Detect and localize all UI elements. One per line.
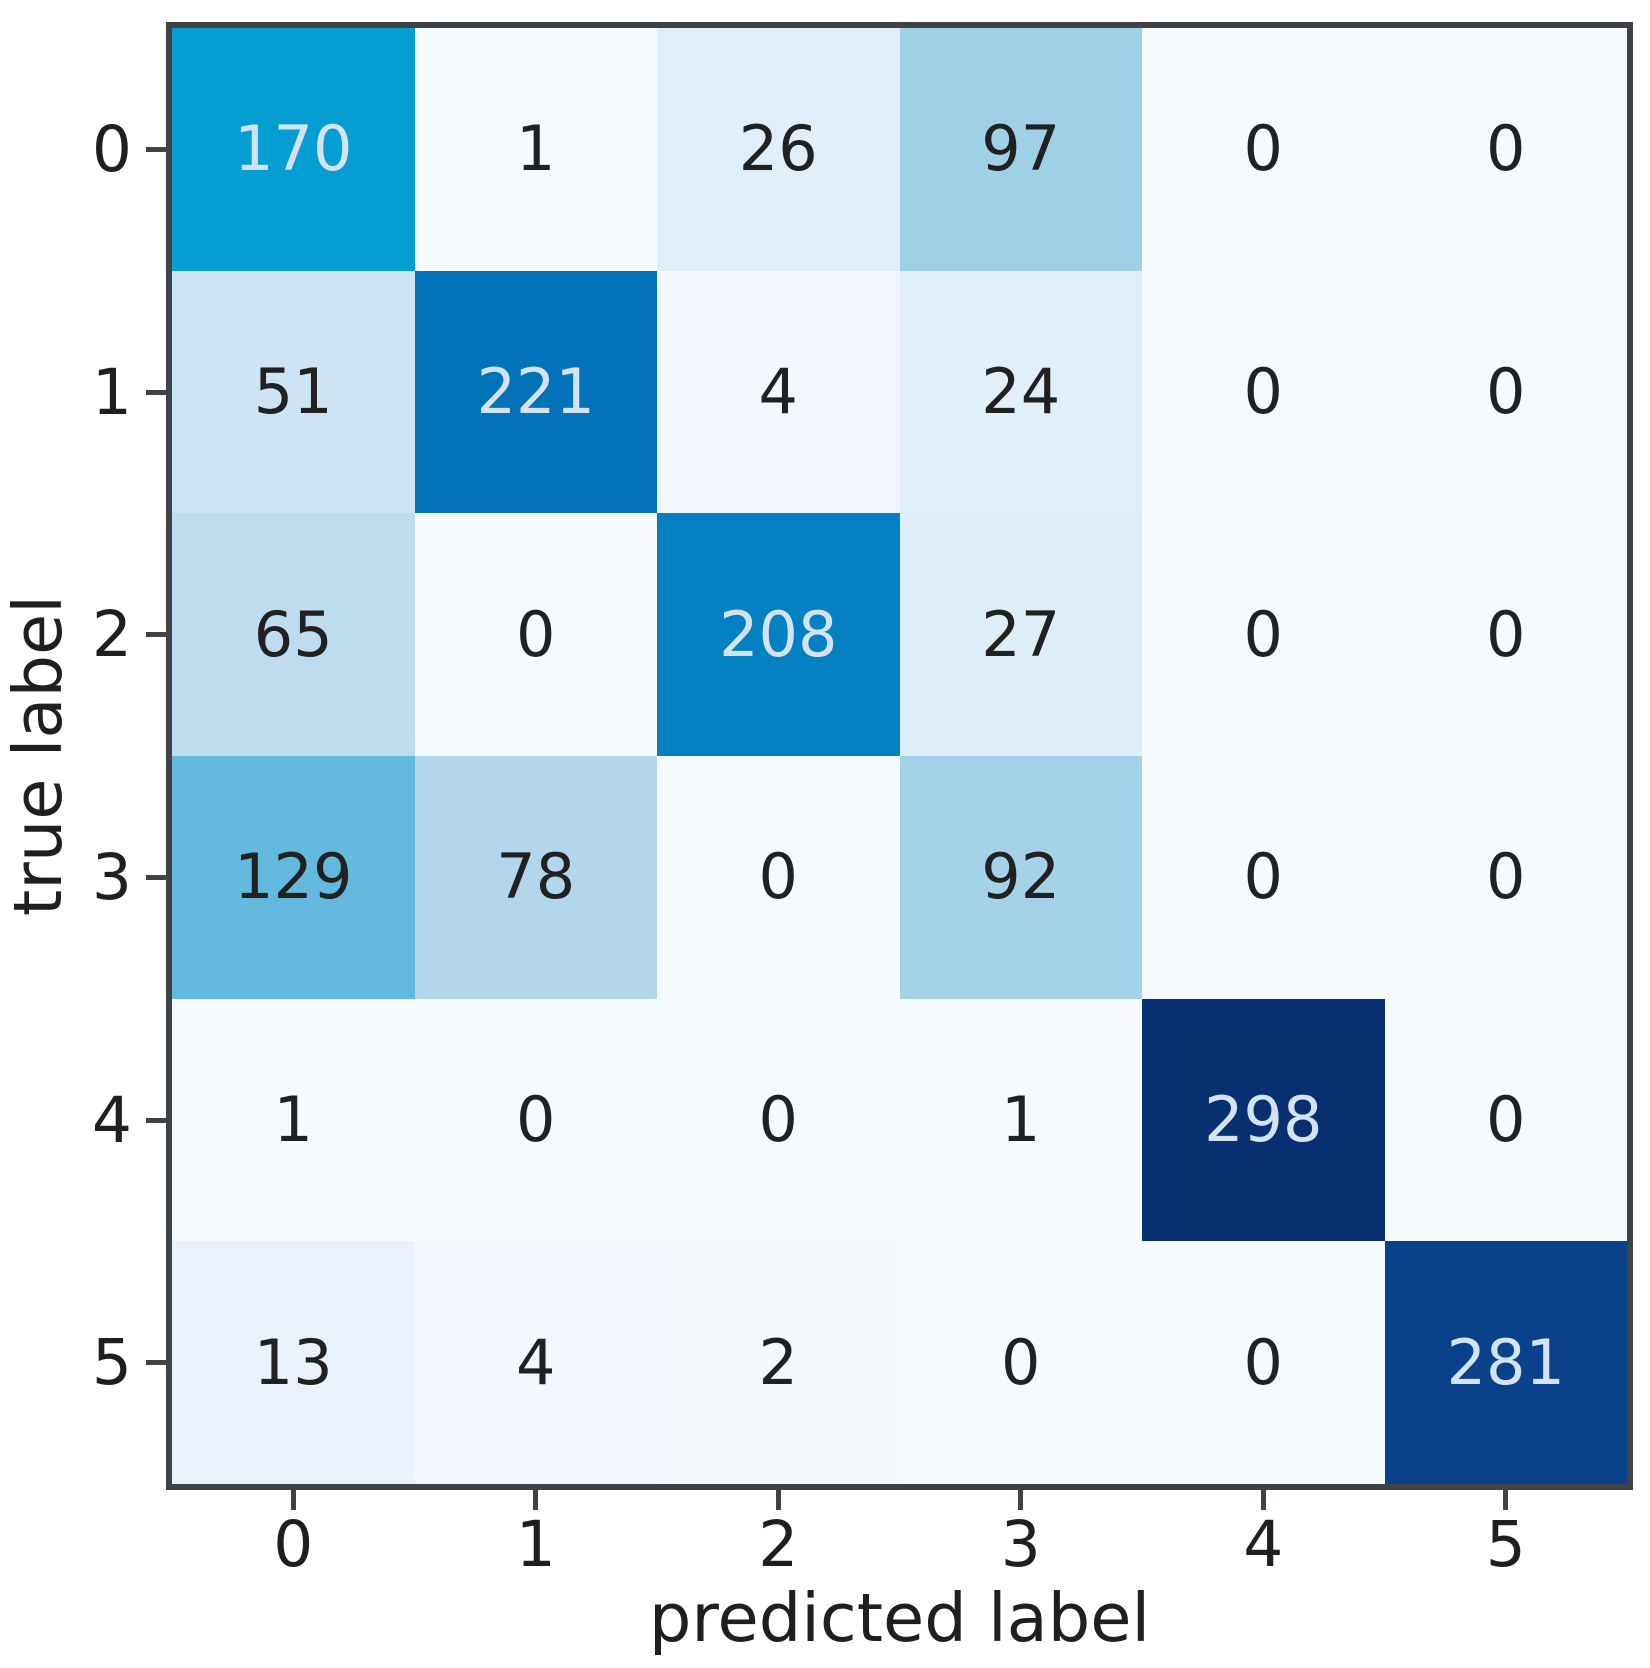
y-tick-labels: 0 1 2 3 4 5 bbox=[0, 28, 138, 1484]
matrix-cell-r0c0: 170 bbox=[172, 28, 415, 271]
x-tick-label-3: 3 bbox=[1000, 1507, 1041, 1581]
x-tick-label-1: 1 bbox=[515, 1507, 556, 1581]
matrix-cell-r5c5: 281 bbox=[1384, 1241, 1627, 1484]
x-tick-mark bbox=[172, 1490, 415, 1510]
matrix-cell-r1c5: 0 bbox=[1384, 270, 1627, 514]
y-tick-mark bbox=[146, 756, 166, 999]
matrix-cell-r2c0: 65 bbox=[172, 513, 415, 756]
x-tick-label-0: 0 bbox=[273, 1507, 314, 1581]
matrix-cell-r3c4: 0 bbox=[1142, 756, 1385, 999]
matrix-cell-r1c4: 0 bbox=[1142, 270, 1385, 514]
y-tick-mark bbox=[146, 28, 166, 271]
matrix-cell-r4c2: 0 bbox=[657, 998, 900, 1242]
matrix-cell-r0c1: 1 bbox=[414, 28, 657, 271]
y-tick-mark bbox=[146, 271, 166, 514]
matrix-cell-r3c5: 0 bbox=[1384, 756, 1627, 999]
y-tick-label-0: 0 bbox=[91, 112, 132, 186]
y-tick-label-4: 4 bbox=[91, 1083, 132, 1157]
matrix-cell-r1c0: 51 bbox=[172, 270, 415, 514]
x-axis-title: predicted label bbox=[648, 1579, 1151, 1657]
matrix-cell-r3c3: 92 bbox=[899, 756, 1142, 999]
x-tick-mark bbox=[900, 1490, 1143, 1510]
matrix-cell-r5c4: 0 bbox=[1142, 1241, 1385, 1484]
y-tick-label-3: 3 bbox=[91, 840, 132, 914]
matrix-cell-r4c1: 0 bbox=[414, 998, 657, 1242]
matrix-cell-r0c4: 0 bbox=[1142, 28, 1385, 271]
matrix-cell-r0c2: 26 bbox=[657, 28, 900, 271]
matrix-cell-r1c3: 24 bbox=[899, 270, 1142, 514]
x-tick-label-4: 4 bbox=[1243, 1507, 1284, 1581]
y-tick-mark bbox=[146, 513, 166, 756]
matrix-cell-r0c3: 97 bbox=[899, 28, 1142, 271]
x-tick-labels: 0 1 2 3 4 5 bbox=[172, 1507, 1627, 1581]
matrix-cell-r5c0: 13 bbox=[172, 1241, 415, 1484]
matrix-cell-r2c2: 208 bbox=[657, 513, 900, 756]
matrix-cell-r2c1: 0 bbox=[414, 513, 657, 756]
y-tick-label-5: 5 bbox=[91, 1326, 132, 1400]
y-tick-label-2: 2 bbox=[91, 598, 132, 672]
matrix-cell-r4c5: 0 bbox=[1384, 998, 1627, 1242]
matrix-cell-r3c0: 129 bbox=[172, 756, 415, 999]
x-tick-mark bbox=[657, 1490, 900, 1510]
matrix-cell-r2c3: 27 bbox=[899, 513, 1142, 756]
matrix-cell-r5c2: 2 bbox=[657, 1241, 900, 1484]
x-tick-label-2: 2 bbox=[758, 1507, 799, 1581]
matrix-cell-r3c1: 78 bbox=[414, 756, 657, 999]
x-tick-marks bbox=[172, 1490, 1627, 1510]
x-tick-mark bbox=[1142, 1490, 1385, 1510]
y-tick-label-1: 1 bbox=[91, 355, 132, 429]
y-tick-marks bbox=[146, 28, 166, 1484]
matrix-cell-r0c5: 0 bbox=[1384, 28, 1627, 271]
x-tick-mark bbox=[415, 1490, 658, 1510]
heatmap-grid: 170 1 26 97 0 0 51 221 4 24 0 0 65 0 208 27 0 0 129 78 0 92 0 0… bbox=[166, 22, 1633, 1490]
matrix-cell-r4c0: 1 bbox=[172, 998, 415, 1242]
matrix-cell-r3c2: 0 bbox=[657, 756, 900, 999]
x-tick-label-5: 5 bbox=[1485, 1507, 1526, 1581]
y-tick-mark bbox=[146, 1241, 166, 1484]
matrix-cell-r4c3: 1 bbox=[899, 998, 1142, 1242]
matrix-cell-r4c4: 298 bbox=[1142, 998, 1385, 1242]
matrix-cell-r2c4: 0 bbox=[1142, 513, 1385, 756]
matrix-cell-r5c3: 0 bbox=[899, 1241, 1142, 1484]
matrix-cell-r1c2: 4 bbox=[657, 270, 900, 514]
matrix-cell-r1c1: 221 bbox=[414, 270, 657, 514]
matrix-cell-r2c5: 0 bbox=[1384, 513, 1627, 756]
y-tick-mark bbox=[146, 999, 166, 1242]
matrix-cell-r5c1: 4 bbox=[414, 1241, 657, 1484]
x-tick-mark bbox=[1385, 1490, 1628, 1510]
